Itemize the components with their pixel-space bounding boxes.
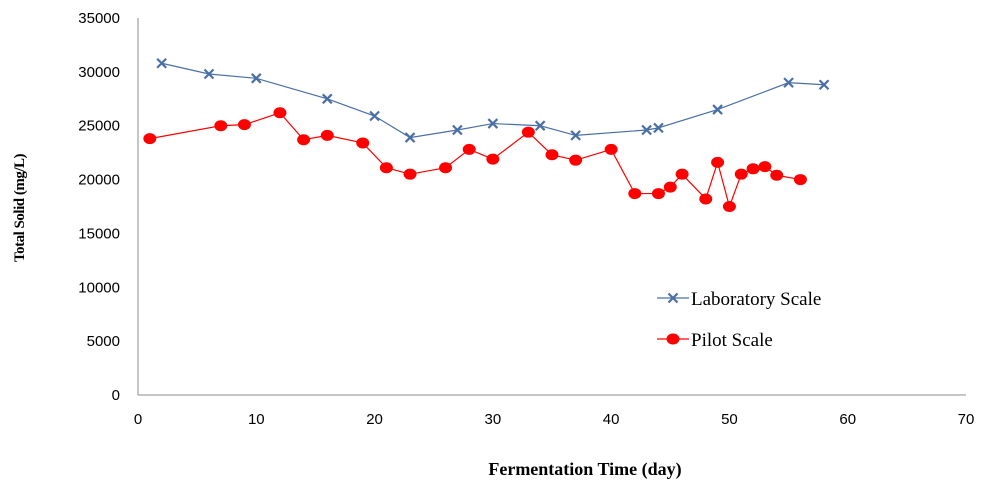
- y-tick-label: 35000: [78, 10, 120, 27]
- x-tick-label: 20: [366, 411, 383, 428]
- data-point: [214, 120, 228, 132]
- y-tick-label: 15000: [78, 225, 120, 242]
- tick-labels: 0 5000 10000 15000 20000 25000 30000 35000 0 10 20…: [78, 10, 974, 428]
- series-layer: [143, 57, 830, 212]
- data-point: [156, 57, 167, 69]
- series-line: [149, 112, 801, 209]
- data-point: [321, 93, 333, 105]
- y-axis-title: Total Solid (mg/L): [12, 154, 28, 262]
- data-point: [251, 73, 262, 84]
- data-point: [651, 188, 665, 200]
- x-tick-label: 0: [134, 411, 142, 428]
- data-point: [569, 154, 583, 166]
- data-point: [783, 77, 794, 88]
- data-point: [570, 130, 581, 141]
- data-point: [369, 110, 380, 122]
- x-tick-label: 40: [603, 411, 620, 428]
- data-point: [653, 122, 664, 134]
- y-tick-label: 0: [112, 387, 120, 404]
- x-tick-label: 60: [839, 411, 856, 428]
- data-point: [711, 156, 725, 168]
- data-point: [356, 137, 370, 149]
- data-point: [487, 118, 499, 129]
- data-point: [404, 132, 416, 143]
- x-tick-label: 10: [248, 411, 265, 428]
- data-point: [320, 129, 334, 141]
- series-1: [156, 57, 830, 143]
- data-point: [734, 168, 748, 180]
- data-point: [675, 168, 689, 180]
- data-point: [712, 104, 723, 115]
- data-point: [793, 174, 807, 186]
- x-tick-label: 50: [721, 411, 738, 428]
- data-point: [273, 107, 287, 119]
- data-point: [486, 153, 500, 165]
- data-point: [545, 149, 559, 161]
- data-point: [237, 119, 251, 131]
- data-point: [403, 168, 417, 180]
- axes: [137, 18, 966, 396]
- data-point: [641, 124, 652, 136]
- x-tick-label: 70: [958, 411, 975, 428]
- x-axis-title: Fermentation Time (day): [488, 459, 681, 480]
- data-point: [521, 126, 535, 138]
- data-point: [758, 161, 772, 173]
- y-tick-label: 25000: [78, 118, 120, 135]
- legend-label: Laboratory Scale: [691, 289, 821, 310]
- data-point: [534, 120, 546, 131]
- data-point: [746, 163, 760, 175]
- data-point: [818, 79, 830, 91]
- legend-marker: [667, 292, 679, 304]
- series-2: [143, 107, 807, 212]
- y-tick-label: 10000: [78, 279, 120, 296]
- data-point: [203, 68, 215, 80]
- data-point: [628, 188, 642, 200]
- legend-marker: [666, 333, 680, 345]
- data-point: [604, 143, 618, 155]
- data-point: [699, 193, 713, 205]
- data-point: [452, 124, 463, 136]
- y-tick-label: 30000: [78, 64, 120, 81]
- data-point: [439, 162, 453, 174]
- data-point: [297, 134, 311, 146]
- data-point: [462, 143, 476, 155]
- y-tick-label: 5000: [87, 333, 120, 350]
- data-point: [143, 133, 157, 145]
- x-tick-label: 30: [485, 411, 502, 428]
- data-point: [770, 169, 784, 181]
- legend: Laboratory Scale Pilot Scale: [657, 289, 821, 351]
- data-point: [663, 181, 677, 193]
- y-tick-label: 20000: [78, 172, 120, 189]
- data-point: [379, 162, 393, 174]
- legend-label: Pilot Scale: [691, 330, 773, 351]
- data-point: [722, 201, 736, 212]
